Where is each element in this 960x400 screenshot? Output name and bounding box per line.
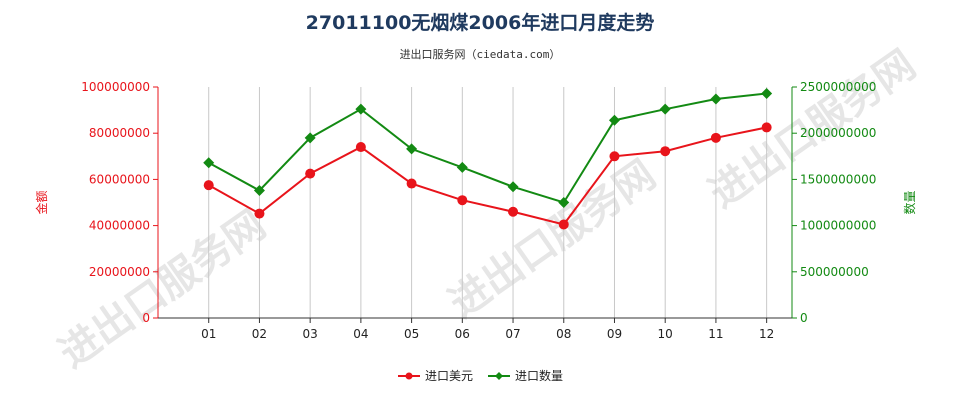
data-point-circle [305, 168, 316, 179]
right-tick-label: 2500000000 [800, 80, 876, 94]
data-point-circle [761, 122, 772, 133]
data-point-diamond [507, 181, 519, 193]
x-tick-label: 04 [353, 327, 368, 341]
series [203, 87, 773, 230]
legend: 进口美元 进口数量 [398, 368, 563, 383]
left-tick-label: 80000000 [89, 126, 150, 140]
watermark-text: 进出口服务网 [441, 152, 664, 327]
x-tick-label: 07 [505, 327, 520, 341]
x-tick-label: 06 [455, 327, 470, 341]
right-tick-label: 0 [800, 311, 808, 325]
series-line-2 [208, 92, 767, 204]
data-point-circle [355, 142, 366, 153]
data-point-diamond [558, 197, 570, 208]
data-point-diamond [355, 103, 367, 115]
left-tick-label: 60000000 [89, 172, 150, 186]
right-axis-label: 数量 [902, 190, 917, 214]
x-tick-label: 08 [556, 327, 571, 341]
legend-label: 进口数量 [515, 368, 563, 383]
data-point-diamond [659, 103, 671, 115]
legend-marker [405, 372, 413, 380]
data-point-circle [457, 195, 468, 206]
x-tick-label: 09 [607, 327, 622, 341]
x-tick-label: 10 [658, 327, 673, 341]
x-tick-label: 05 [404, 327, 419, 341]
data-point-diamond [203, 157, 215, 169]
data-point-circle [406, 178, 417, 189]
x-tick-label: 03 [303, 327, 318, 341]
x-tick-label: 01 [201, 327, 216, 341]
x-tick-label: 02 [252, 327, 267, 341]
left-tick-label: 20000000 [89, 265, 150, 279]
data-point-diamond [761, 87, 773, 99]
watermark-text: 进出口服务网 [51, 202, 274, 377]
data-point-circle [660, 146, 671, 157]
series-line-1 [208, 126, 767, 226]
data-point-circle [558, 219, 569, 230]
left-tick-label: 0 [142, 311, 150, 325]
x-tick-label: 11 [708, 327, 723, 341]
right-tick-label: 1000000000 [800, 219, 876, 233]
data-point-circle [710, 132, 721, 143]
chart-subtitle: 进出口服务网（ciedata.com） [399, 48, 561, 61]
left-tick-label: 100000000 [81, 80, 150, 94]
data-point-circle [254, 208, 265, 219]
chart-title: 27011100无烟煤2006年进口月度走势 [305, 12, 655, 34]
data-point-diamond [456, 161, 468, 173]
data-point-diamond [253, 184, 265, 196]
axes: 0 20000000 40000000 60000000 80000000 1000000… [34, 80, 917, 341]
right-tick-label: 2000000000 [800, 126, 876, 140]
legend-marker [495, 372, 503, 380]
data-point-diamond [304, 132, 316, 144]
x-tick-label: 12 [759, 327, 774, 341]
left-axis-label: 金额 [34, 190, 49, 214]
right-tick-label: 500000000 [800, 265, 869, 279]
data-point-diamond [710, 93, 722, 105]
data-point-circle [609, 151, 620, 162]
data-point-diamond [406, 143, 418, 155]
data-point-diamond [608, 114, 620, 126]
left-tick-label: 40000000 [89, 219, 150, 233]
data-point-circle [203, 180, 214, 191]
legend-label: 进口美元 [425, 369, 473, 383]
data-point-circle [508, 206, 519, 217]
right-tick-label: 1500000000 [800, 172, 876, 186]
